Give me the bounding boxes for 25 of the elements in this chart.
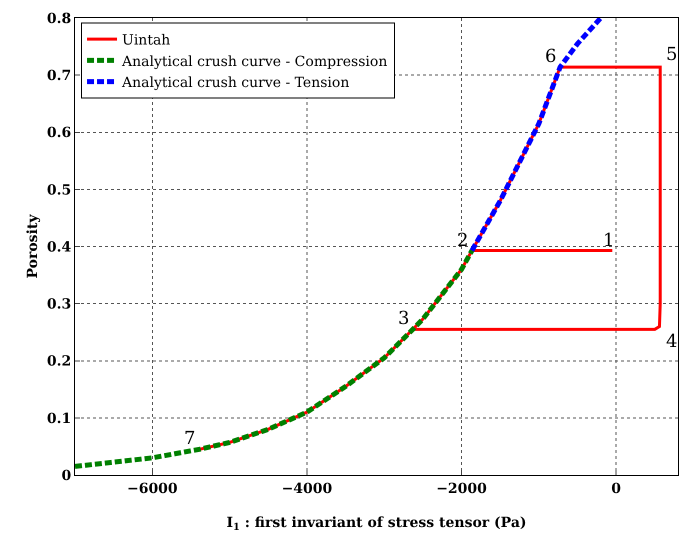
x-tick-label: −2000 xyxy=(436,480,488,497)
y-tick-label: 0.7 xyxy=(46,68,72,84)
y-tick-label: 0.1 xyxy=(46,410,72,427)
x-tick-label: −4000 xyxy=(282,480,333,497)
y-tick-label: 0.4 xyxy=(46,239,72,256)
annotation: 1 xyxy=(603,230,614,251)
annotation: 5 xyxy=(666,44,678,65)
y-tick-label: 0.3 xyxy=(46,296,72,313)
y-tick-label: 0.5 xyxy=(46,182,72,198)
annotation: 3 xyxy=(398,308,410,329)
y-tick-label: 0.2 xyxy=(46,354,72,370)
y-tick-label: 0 xyxy=(61,468,72,484)
annotation: 7 xyxy=(184,428,196,449)
annotation: 4 xyxy=(666,331,678,352)
annotation: 6 xyxy=(545,46,556,67)
y-axis-title: Porosity xyxy=(25,214,41,279)
legend-label: Analytical crush curve - Compression xyxy=(121,54,388,70)
y-tick-label: 0.6 xyxy=(46,125,72,142)
x-axis-title: I$_{1}$ : first invariant of stress tensor (Pa) xyxy=(226,515,527,533)
legend-label: Analytical crush curve - Tension xyxy=(121,75,350,92)
annotation: 2 xyxy=(457,230,468,251)
legend-label: Uintah xyxy=(122,32,170,49)
y-tick-label: 0.8 xyxy=(46,10,72,27)
x-tick-label: 0 xyxy=(611,480,622,497)
x-tick-label: −6000 xyxy=(126,480,178,497)
